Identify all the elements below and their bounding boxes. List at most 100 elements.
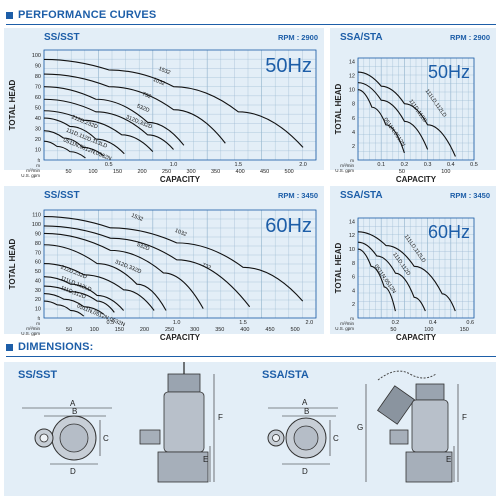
- y-tick-label: 100: [32, 53, 41, 59]
- y-tick-label: 60: [35, 260, 41, 266]
- x-gpm-tick-label: 300: [190, 327, 199, 333]
- y-tick-label: 70: [35, 85, 41, 91]
- dim-label-c: C: [103, 434, 109, 443]
- chart-frequency-label: 50Hz: [265, 55, 312, 77]
- axis-unit-label: U.S. gpm: [21, 331, 40, 336]
- x-tick-label: 1.0: [173, 320, 181, 326]
- chart-frequency-label: 50Hz: [428, 62, 470, 82]
- ssa-top-view: A B C D: [267, 398, 339, 476]
- y-axis-label: TOTAL HEAD: [334, 83, 343, 134]
- series-curve: [357, 82, 429, 150]
- y-tick-label: 2: [352, 302, 355, 308]
- series-curve: [43, 140, 86, 159]
- y-tick-label: 30: [35, 288, 41, 294]
- y-tick-label: 6: [352, 275, 355, 281]
- x-gpm-tick-label: 150: [115, 327, 124, 333]
- x-tick-label: 0.2: [401, 162, 409, 168]
- x-gpm-tick-label: 150: [460, 327, 469, 333]
- x-gpm-tick-label: 350: [215, 327, 224, 333]
- x-gpm-tick-label: 400: [236, 169, 245, 175]
- y-tick-label: 30: [35, 127, 41, 133]
- x-gpm-tick-label: 100: [90, 327, 99, 333]
- series-curve: [43, 262, 155, 311]
- y-tick-label: 10: [349, 247, 355, 253]
- series-curve: [43, 117, 125, 155]
- bullet-icon: [6, 11, 13, 19]
- y-axis-label: TOTAL HEAD: [8, 238, 17, 289]
- x-gpm-tick-label: 500: [285, 169, 294, 175]
- dim-label-e: E: [203, 455, 208, 464]
- chart-panel-background: [4, 186, 324, 334]
- dim-label-g: G: [357, 423, 363, 432]
- plot-frame: [43, 49, 317, 161]
- series-curve: [357, 71, 456, 157]
- x-gpm-tick-label: 400: [240, 327, 249, 333]
- x-axis-label: CAPACITY: [396, 333, 437, 342]
- y-tick-label: 4: [352, 288, 355, 294]
- chart-model-label: SS/SST: [44, 32, 80, 43]
- dim-label-f: F: [218, 413, 223, 422]
- axis-unit-label: m: [36, 321, 40, 326]
- chart-rpm-label: RPM : 3450: [278, 191, 318, 200]
- y-tick-label: 8: [352, 102, 355, 108]
- x-axis-label: CAPACITY: [396, 175, 437, 184]
- x-tick-label: 1.0: [170, 162, 178, 168]
- y-tick-label: 80: [35, 241, 41, 247]
- x-tick-label: 0.1: [377, 162, 385, 168]
- chart-frequency-label: 60Hz: [265, 215, 312, 237]
- dim-label-d: D: [70, 467, 76, 476]
- x-gpm-tick-label: 50: [399, 169, 405, 175]
- axis-unit-label: m: [36, 163, 40, 168]
- chart-ss-sst-50hz: SS/SST RPM : 2900 50Hz TOTAL HEAD 10 20 30 40 50…: [4, 28, 324, 184]
- series-curve: [43, 58, 304, 148]
- y-axis-label: TOTAL HEAD: [8, 79, 17, 130]
- axis-unit-label: U.S. gpm: [335, 168, 354, 173]
- series-label: 532D: [136, 103, 150, 113]
- x-tick-label: 0.2: [392, 320, 400, 326]
- x-gpm-tick-label: 450: [260, 169, 269, 175]
- y-tick-label: 100: [32, 222, 41, 228]
- series-label: 532D: [136, 242, 150, 252]
- y-tick-label: 10: [35, 307, 41, 313]
- y-tick-label: 70: [35, 250, 41, 256]
- y-tick-label: 50: [35, 269, 41, 275]
- x-gpm-tick-label: 50: [65, 169, 71, 175]
- y-tick-label: 14: [349, 219, 355, 225]
- y-tick-label: 10: [349, 88, 355, 94]
- x-gpm-tick-label: 500: [291, 327, 300, 333]
- series-label: 732: [201, 262, 212, 271]
- y-tick-label: 14: [349, 60, 355, 66]
- series-curve: [43, 110, 154, 152]
- x-tick-label: 1.5: [239, 320, 247, 326]
- series-curve: [43, 300, 85, 317]
- y-axis-label: TOTAL HEAD: [334, 242, 343, 293]
- y-tick-label: 50: [35, 106, 41, 112]
- x-tick-label: 0.3: [424, 162, 432, 168]
- x-tick-label: 0.5: [105, 162, 113, 168]
- chart-model-label: SSA/STA: [340, 32, 383, 43]
- chart-rpm-label: RPM : 3450: [450, 191, 490, 200]
- chart-ssa-sta-60hz: SSA/STA RPM : 3450 60Hz TOTAL HEAD 2 4 6 8 10 12 1…: [330, 186, 496, 342]
- y-tick-label: 90: [35, 231, 41, 237]
- y-tick-label: 40: [35, 278, 41, 284]
- x-tick-label: 1.5: [234, 162, 242, 168]
- series-label: 732: [141, 91, 152, 100]
- x-gpm-tick-label: 250: [162, 169, 171, 175]
- dimensions-header: DIMENSIONS:: [6, 340, 496, 357]
- series-curve: [43, 216, 304, 302]
- axis-unit-label: m³/min: [340, 321, 354, 326]
- series-curve: [43, 244, 167, 311]
- x-tick-label: 2.0: [299, 162, 307, 168]
- series-curve: [43, 232, 204, 309]
- y-tick-label: 60: [35, 95, 41, 101]
- chart-rpm-label: RPM : 2900: [278, 33, 318, 42]
- y-tick-label: 110: [32, 213, 41, 219]
- x-gpm-tick-label: 100: [88, 169, 97, 175]
- y-tick-label: 90: [35, 64, 41, 70]
- y-tick-label: 80: [35, 74, 41, 80]
- series-curve: [43, 86, 185, 146]
- axis-unit-label: U.S. gpm: [335, 326, 354, 331]
- x-gpm-tick-label: 100: [424, 327, 433, 333]
- x-gpm-tick-label: 200: [140, 327, 149, 333]
- dim-label-e-right: E: [446, 455, 451, 464]
